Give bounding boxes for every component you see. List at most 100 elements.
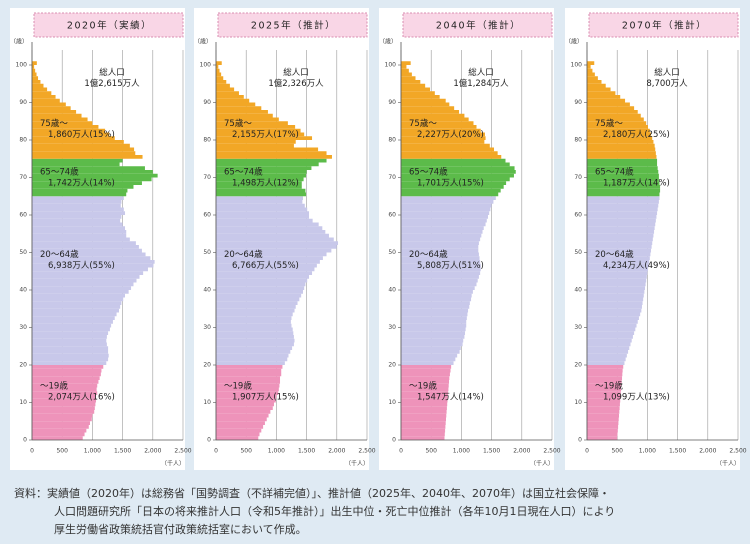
bar — [32, 68, 36, 73]
bar — [587, 166, 658, 170]
bar — [32, 143, 130, 148]
group-label: 75歳～ — [595, 118, 623, 129]
bar — [587, 125, 649, 129]
bar — [32, 237, 130, 242]
bar — [587, 203, 659, 208]
bar — [401, 226, 484, 230]
bar — [216, 110, 268, 114]
group-label: 20～64歳 — [595, 249, 634, 260]
bar — [401, 320, 467, 324]
bar — [32, 331, 109, 335]
bar — [587, 121, 647, 125]
bar — [587, 106, 635, 110]
total-label: 1億2,326万人 — [268, 78, 324, 89]
x-tick-label: 0 — [585, 448, 589, 455]
bar — [216, 327, 293, 332]
y-tick-label: 60 — [574, 212, 582, 219]
bar — [401, 147, 495, 152]
bar — [32, 95, 56, 99]
bar — [587, 241, 653, 245]
bar — [587, 196, 660, 200]
bar — [401, 170, 516, 174]
bar — [32, 72, 37, 77]
bar — [216, 181, 302, 185]
bar — [32, 421, 90, 425]
bar — [32, 305, 121, 309]
bar — [216, 215, 310, 219]
bar — [401, 361, 454, 365]
bar — [401, 158, 506, 163]
bar — [32, 312, 117, 317]
bar — [401, 267, 481, 272]
bar — [587, 65, 591, 69]
bar — [587, 387, 622, 392]
bar — [587, 218, 656, 223]
bar — [587, 173, 659, 178]
bar — [587, 237, 653, 242]
bar — [401, 113, 465, 118]
y-tick-label: 80 — [203, 137, 211, 144]
bar — [32, 83, 44, 88]
bar — [32, 290, 129, 294]
source-line: 人口問題研究所「日本の将来推計人口（令和5年推計）」出生中位・死亡中位推計（各年… — [54, 504, 615, 518]
bar — [216, 65, 219, 69]
bar — [401, 203, 492, 208]
bar — [401, 342, 463, 347]
bar — [587, 301, 643, 305]
bar — [32, 98, 60, 103]
bar — [32, 327, 110, 332]
bar — [32, 383, 98, 388]
bar — [32, 125, 99, 129]
bar — [32, 76, 39, 80]
y-tick-label: 40 — [574, 287, 582, 294]
bar — [216, 421, 265, 425]
bar — [32, 297, 124, 302]
bar — [216, 305, 296, 309]
x-tick-label: 1,000 — [84, 448, 101, 455]
bar — [216, 267, 315, 272]
bar — [401, 207, 491, 212]
y-tick-label: 50 — [203, 249, 211, 256]
y-tick-label: 20 — [574, 362, 582, 369]
bar — [216, 365, 283, 369]
x-tick-label: 2,500 — [174, 448, 191, 455]
bar — [32, 252, 146, 257]
bar — [216, 151, 327, 155]
bar — [32, 391, 98, 395]
bar — [587, 417, 619, 422]
bar — [587, 353, 627, 358]
chart-title: 2070年（推計） — [622, 20, 707, 32]
bar — [216, 140, 296, 144]
bar — [216, 237, 334, 242]
bar — [32, 170, 153, 174]
bar — [216, 155, 332, 159]
bar — [216, 290, 303, 294]
bar — [216, 91, 239, 95]
y-tick-label: 100 — [16, 62, 28, 69]
bar — [216, 297, 300, 302]
bar — [216, 350, 291, 354]
bar — [587, 350, 629, 354]
y-tick-label: 50 — [19, 249, 27, 256]
x-tick-label: 1,000 — [453, 448, 470, 455]
bar — [401, 316, 467, 320]
x-tick-label: 1,000 — [268, 448, 285, 455]
bar — [216, 218, 313, 223]
bar — [32, 132, 110, 137]
group-label: 20～64歳 — [409, 249, 448, 260]
group-label: 2,180万人(25%) — [603, 130, 670, 140]
bar — [587, 211, 658, 215]
bar — [401, 140, 485, 144]
bar — [32, 263, 154, 268]
y-tick-label: 50 — [388, 249, 396, 256]
bar — [587, 436, 618, 440]
bar — [401, 128, 481, 133]
bar — [401, 365, 452, 369]
bar — [587, 372, 623, 377]
bar — [587, 432, 618, 437]
bar — [32, 151, 136, 155]
bar — [32, 278, 137, 283]
bar — [216, 166, 312, 170]
bar — [401, 305, 470, 309]
bar — [216, 72, 222, 77]
